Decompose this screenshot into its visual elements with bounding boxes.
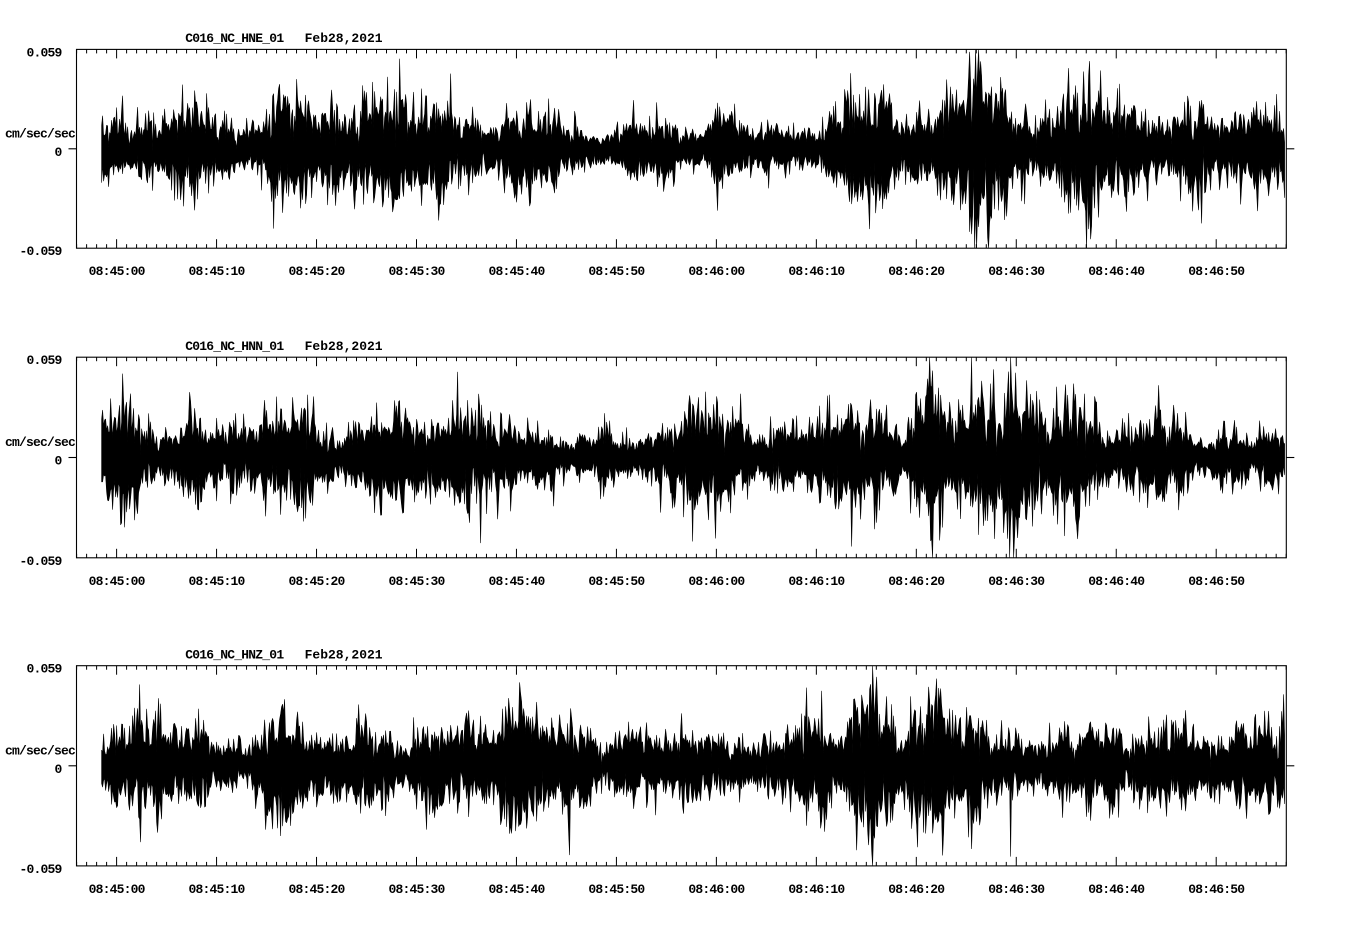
svg-text:-0.059: -0.059 bbox=[19, 554, 62, 569]
svg-text:08:46:50: 08:46:50 bbox=[1188, 574, 1245, 589]
svg-text:08:46:50: 08:46:50 bbox=[1188, 264, 1245, 279]
svg-text:08:46:10: 08:46:10 bbox=[788, 264, 845, 279]
svg-text:08:45:00: 08:45:00 bbox=[89, 574, 146, 589]
svg-text:08:46:50: 08:46:50 bbox=[1188, 882, 1245, 897]
svg-text:08:46:20: 08:46:20 bbox=[888, 882, 945, 897]
svg-text:C016_NC_HNE_01: C016_NC_HNE_01 bbox=[185, 31, 284, 46]
svg-text:08:45:20: 08:45:20 bbox=[289, 882, 346, 897]
svg-text:08:45:30: 08:45:30 bbox=[388, 264, 445, 279]
svg-text:08:45:40: 08:45:40 bbox=[488, 882, 545, 897]
svg-text:08:46:40: 08:46:40 bbox=[1088, 264, 1145, 279]
svg-text:C016_NC_HNZ_01: C016_NC_HNZ_01 bbox=[185, 648, 284, 663]
svg-text:cm/sec/sec: cm/sec/sec bbox=[5, 126, 76, 141]
svg-text:0.059: 0.059 bbox=[26, 45, 62, 60]
svg-text:08:46:00: 08:46:00 bbox=[688, 574, 745, 589]
svg-text:08:45:20: 08:45:20 bbox=[289, 574, 346, 589]
svg-text:08:46:20: 08:46:20 bbox=[888, 574, 945, 589]
svg-text:08:46:10: 08:46:10 bbox=[788, 882, 845, 897]
svg-text:08:45:10: 08:45:10 bbox=[189, 882, 246, 897]
svg-text:08:46:20: 08:46:20 bbox=[888, 264, 945, 279]
svg-text:08:45:30: 08:45:30 bbox=[388, 574, 445, 589]
svg-text:Feb28,2021: Feb28,2021 bbox=[305, 648, 383, 663]
svg-text:-0.059: -0.059 bbox=[19, 244, 62, 259]
svg-text:0: 0 bbox=[54, 454, 62, 469]
svg-text:0.059: 0.059 bbox=[26, 662, 62, 677]
svg-text:08:45:50: 08:45:50 bbox=[588, 882, 645, 897]
svg-text:08:46:00: 08:46:00 bbox=[688, 882, 745, 897]
svg-text:08:46:40: 08:46:40 bbox=[1088, 574, 1145, 589]
svg-text:cm/sec/sec: cm/sec/sec bbox=[5, 435, 76, 450]
svg-text:08:46:30: 08:46:30 bbox=[988, 264, 1045, 279]
svg-text:08:45:30: 08:45:30 bbox=[388, 882, 445, 897]
svg-text:cm/sec/sec: cm/sec/sec bbox=[5, 743, 76, 758]
svg-text:Feb28,2021: Feb28,2021 bbox=[305, 339, 383, 354]
svg-text:08:45:40: 08:45:40 bbox=[488, 264, 545, 279]
svg-text:-0.059: -0.059 bbox=[19, 862, 62, 877]
svg-text:C016_NC_HNN_01: C016_NC_HNN_01 bbox=[185, 339, 284, 354]
svg-text:08:46:30: 08:46:30 bbox=[988, 574, 1045, 589]
svg-text:08:45:40: 08:45:40 bbox=[488, 574, 545, 589]
svg-text:08:45:10: 08:45:10 bbox=[189, 574, 246, 589]
svg-text:08:46:40: 08:46:40 bbox=[1088, 882, 1145, 897]
svg-text:0: 0 bbox=[54, 762, 62, 777]
svg-text:08:45:00: 08:45:00 bbox=[89, 882, 146, 897]
svg-text:0.059: 0.059 bbox=[26, 353, 62, 368]
svg-text:08:45:50: 08:45:50 bbox=[588, 264, 645, 279]
svg-text:0: 0 bbox=[54, 145, 62, 160]
svg-text:08:46:00: 08:46:00 bbox=[688, 264, 745, 279]
svg-text:08:46:10: 08:46:10 bbox=[788, 574, 845, 589]
svg-text:08:45:20: 08:45:20 bbox=[289, 264, 346, 279]
svg-text:08:46:30: 08:46:30 bbox=[988, 882, 1045, 897]
svg-text:Feb28,2021: Feb28,2021 bbox=[305, 31, 383, 46]
svg-text:08:45:50: 08:45:50 bbox=[588, 574, 645, 589]
svg-text:08:45:00: 08:45:00 bbox=[89, 264, 146, 279]
svg-text:08:45:10: 08:45:10 bbox=[189, 264, 246, 279]
